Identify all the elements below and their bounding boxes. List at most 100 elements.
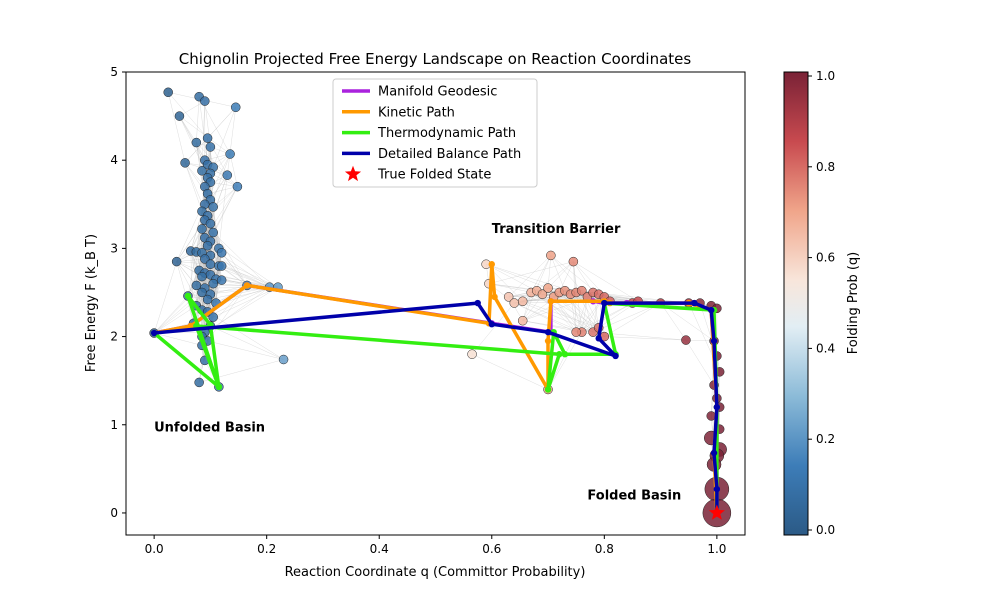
state-point (568, 256, 579, 267)
network-edge (471, 353, 549, 390)
path-line (152, 301, 719, 515)
colorbar-tick-label: 0.6 (816, 251, 835, 265)
state-point (163, 87, 173, 98)
network-edge (660, 302, 687, 341)
y-axis-label: Free Energy F (k_B T) (84, 234, 99, 372)
path-node (150, 329, 158, 337)
legend-label: Detailed Balance Path (378, 147, 521, 162)
state-point (197, 271, 207, 282)
state-point (467, 349, 477, 359)
state-point (205, 218, 216, 229)
path-node (691, 299, 698, 307)
network-edge (530, 255, 552, 293)
x-tick-label: 0.2 (257, 542, 276, 556)
network-edge (522, 301, 599, 328)
network-edge (227, 107, 236, 176)
path-node (710, 449, 718, 457)
path-lines (150, 261, 721, 517)
y-tick-label: 4 (110, 153, 118, 167)
state-point (208, 278, 218, 289)
path-node (491, 293, 498, 301)
path-node (488, 321, 495, 328)
network-edge (508, 255, 552, 298)
network-edge (154, 305, 197, 334)
network-edge (576, 302, 633, 333)
path-node (215, 383, 223, 391)
legend-label: Thermodynamic Path (377, 126, 516, 141)
x-tick-label: 0.0 (145, 542, 164, 556)
path-node (601, 299, 608, 307)
x-tick-label: 0.8 (595, 542, 614, 556)
state-point (191, 137, 202, 148)
path-node (612, 352, 619, 360)
network-edge (593, 331, 686, 341)
path-node (488, 261, 495, 268)
network-edge (710, 385, 715, 416)
network-edge (221, 252, 248, 286)
network-edge (604, 302, 661, 337)
annotations: Unfolded Basin Transition Barrier Folded B… (154, 222, 681, 503)
state-point (517, 315, 528, 326)
path-node (243, 282, 251, 289)
network-edge (210, 325, 284, 360)
annotation-label: Transition Barrier (492, 222, 621, 237)
network-edge (604, 336, 686, 341)
colorbar-tick-label: 0.0 (816, 523, 835, 537)
state-point (202, 133, 213, 143)
y-tick-label: 0 (110, 506, 118, 520)
network-edge (471, 302, 515, 355)
legend-label: True Folded State (377, 168, 491, 183)
state-point (180, 158, 190, 168)
network-edge (573, 261, 639, 302)
network-edge (184, 137, 208, 164)
state-point (200, 96, 210, 106)
network-edge (153, 295, 189, 334)
network-edge (179, 100, 205, 117)
path-node (187, 322, 194, 330)
state-point (171, 256, 182, 267)
state-point (202, 294, 213, 305)
y-tick-label: 1 (110, 418, 118, 432)
y-tick-label: 2 (110, 330, 118, 344)
state-point (222, 170, 233, 180)
chart-title: Chignolin Projected Free Energy Landscap… (179, 50, 692, 68)
network-edge (213, 186, 238, 208)
path-node (713, 485, 721, 493)
colorbar-label: Folding Prob (q) (846, 252, 861, 354)
network-edge (210, 255, 279, 288)
network-edge (207, 311, 284, 360)
network-edge (213, 286, 279, 318)
network-edge (153, 279, 222, 334)
state-point (509, 298, 520, 308)
network-edge (207, 186, 238, 194)
network-edge (575, 292, 599, 328)
path-node (184, 292, 192, 300)
state-point (208, 312, 218, 322)
network-edge (210, 285, 248, 295)
colorbar-tick-label: 0.8 (816, 160, 835, 174)
x-tick-label: 1.0 (707, 542, 726, 556)
network-edge (198, 96, 231, 155)
state-point (543, 283, 553, 293)
legend-label: Manifold Geodesic (378, 85, 497, 100)
x-tick-label: 0.4 (370, 542, 389, 556)
path-node (710, 337, 718, 345)
legend-star (344, 165, 362, 182)
network-edge (184, 162, 205, 187)
state-point (681, 335, 691, 345)
legend-label: Kinetic Path (378, 105, 455, 120)
state-point (205, 259, 216, 270)
network-edge (184, 162, 203, 212)
colorbar-ticks: 0.0 0.2 0.4 0.6 0.8 1.0 (808, 69, 835, 537)
network-edge (685, 339, 715, 386)
state-point (216, 248, 227, 258)
network-edge (153, 274, 211, 334)
state-point (278, 354, 289, 365)
state-point (503, 292, 514, 302)
state-point (517, 296, 528, 307)
network-edge (176, 261, 211, 265)
path-node (556, 351, 563, 358)
state-point (577, 285, 587, 296)
